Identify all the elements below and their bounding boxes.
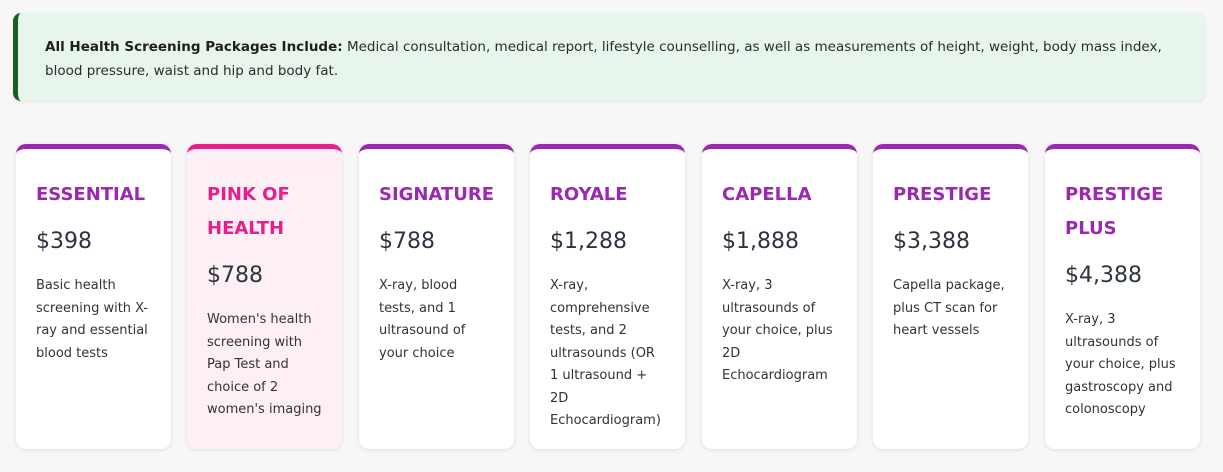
package-card-prestige[interactable]: PRESTIGE $3,388 Capella package, plus CT… — [873, 144, 1028, 449]
package-cards: ESSENTIAL $398 Basic health screening wi… — [16, 144, 1200, 449]
package-card-royale[interactable]: ROYALE $1,288 X-ray, comprehensive tests… — [530, 144, 685, 449]
package-description: X-ray, comprehensive tests, and 2 ultras… — [550, 278, 661, 428]
package-price: $4,388 — [1065, 263, 1142, 288]
package-name: PRESTIGE — [893, 184, 992, 205]
package-price: $398 — [36, 229, 92, 254]
package-name: ESSENTIAL — [36, 184, 146, 205]
package-card-prestige-plus[interactable]: PRESTIGE PLUS $4,388 X-ray, 3 ultrasound… — [1045, 144, 1200, 449]
package-name: ROYALE — [550, 184, 628, 205]
package-description: X-ray, blood tests, and 1 ultrasound of … — [379, 278, 466, 361]
package-name: SIGNATURE — [379, 184, 495, 205]
package-price: $1,288 — [550, 229, 627, 254]
package-name: PINK OF HEALTH — [207, 184, 290, 239]
package-price: $3,388 — [893, 229, 970, 254]
notice-text: Medical consultation, medical report, li… — [45, 39, 1162, 79]
package-price: $1,888 — [722, 229, 799, 254]
package-description: Women's health screening with Pap Test a… — [207, 312, 322, 417]
package-description: Basic health screening with X-ray and es… — [36, 278, 149, 361]
package-card-essential[interactable]: ESSENTIAL $398 Basic health screening wi… — [16, 144, 171, 449]
package-price: $788 — [379, 229, 435, 254]
package-description: X-ray, 3 ultrasounds of your choice, plu… — [1065, 312, 1176, 417]
package-description: Capella package, plus CT scan for heart … — [893, 278, 1005, 338]
notice-label: All Health Screening Packages Include: — [45, 39, 343, 55]
package-card-pink-of-health[interactable]: PINK OF HEALTH $788 Women's health scree… — [187, 144, 342, 449]
package-name: PRESTIGE PLUS — [1065, 184, 1164, 239]
package-card-signature[interactable]: SIGNATURE $788 X-ray, blood tests, and 1… — [359, 144, 514, 449]
included-services-notice: All Health Screening Packages Include: M… — [13, 13, 1205, 101]
package-card-capella[interactable]: CAPELLA $1,888 X-ray, 3 ultrasounds of y… — [702, 144, 857, 449]
package-name: CAPELLA — [722, 184, 812, 205]
package-description: X-ray, 3 ultrasounds of your choice, plu… — [722, 278, 833, 383]
package-price: $788 — [207, 263, 263, 288]
